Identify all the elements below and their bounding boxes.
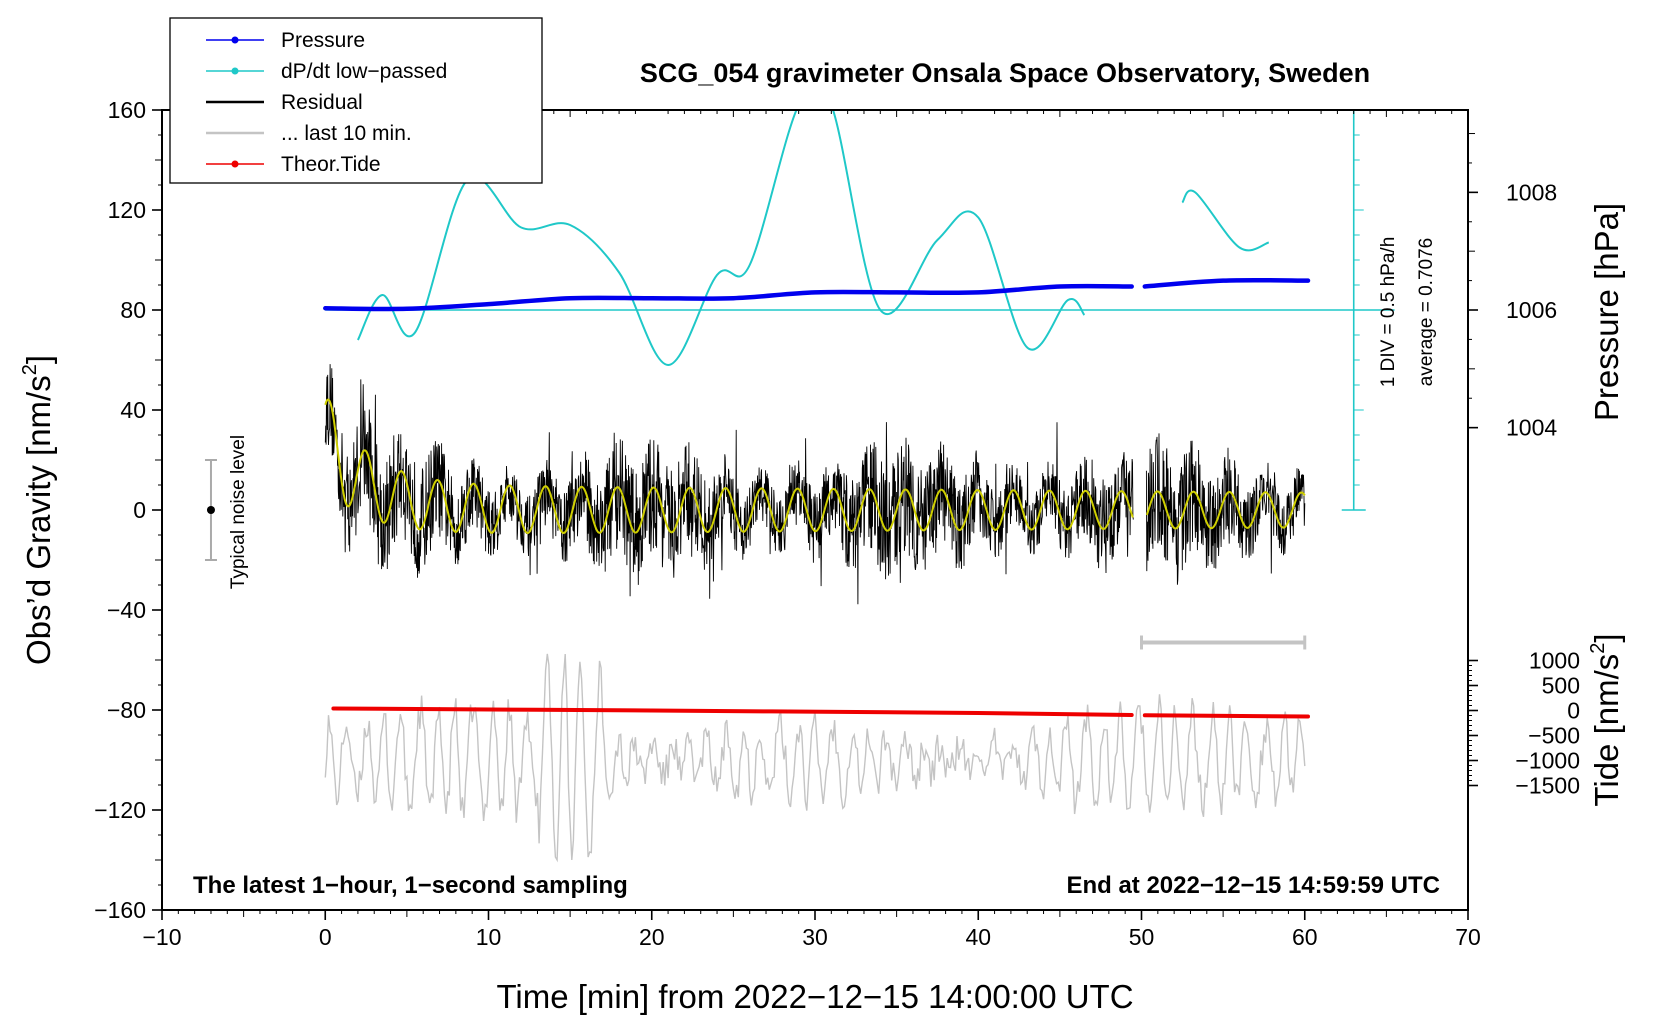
y-axis-title-tide: Tide [nm/s2] [1587,633,1625,806]
x-axis-title: Time [min] from 2022−12−15 14:00:00 UTC [496,978,1133,1015]
noise-level-label: Typical noise level [228,435,249,589]
x-tick-label: 20 [639,924,665,950]
y-tick-label: 40 [120,397,146,423]
y-tick-label: −40 [107,597,146,623]
pressure-tick-label: 1006 [1506,297,1557,323]
tide-series-line [331,706,1134,717]
y-axis-title-left-end: ] [20,355,57,364]
x-tick-label: 0 [319,924,332,950]
y-tick-label: 80 [120,297,146,323]
noise-level-marker [206,506,215,514]
dpdt-div-label: 1 DIV = 0.5 hPa/h [1378,237,1399,388]
x-tick-label: 40 [965,924,991,950]
y-axis-title-pressure: Pressure [hPa] [1588,203,1625,421]
tide-tick-label: −1000 [1515,748,1580,774]
y-tick-label: 160 [108,97,146,123]
tide-series-line [1142,713,1310,719]
legend-label: Theor.Tide [281,153,381,176]
legend-label: dP/dt low−passed [281,60,447,83]
y-tick-label: −120 [94,797,146,823]
pressure-tick-label: 1008 [1506,179,1557,205]
y-tick-label: −160 [94,897,146,923]
last10-series-line [324,653,1306,863]
pressure-series-line [1142,277,1311,289]
tide-tick-label: 500 [1542,673,1580,699]
x-tick-label: 30 [802,924,828,950]
tide-tick-label: −500 [1528,723,1580,749]
legend-marker-pressure [231,36,239,44]
legend-box [169,17,543,184]
y-axis-title-tide-main: Tide [nm/s [1588,654,1625,807]
pressure-tick-label: 1004 [1506,415,1557,441]
annotation-bottom-right: End at 2022−12−15 14:59:59 UTC [1066,872,1440,899]
dpdt-average-label: average = 0.7076 [1416,238,1437,386]
legend-marker-dpdt [231,67,239,75]
chart-title: SCG_054 gravimeter Onsala Space Observat… [640,58,1370,88]
tide-tick-label: 1000 [1529,648,1580,674]
legend-label: Residual [281,91,363,114]
y-axis-title-left: Obs’d Gravity [nm/s2] [19,355,57,665]
legend-label: ... last 10 min. [281,122,412,145]
dpdt-series-line-2 [1181,189,1270,252]
x-tick-label: −10 [142,924,181,950]
legend-marker-tide [231,160,239,168]
tide-tick-label: −1500 [1515,773,1580,799]
y-axis-title-left-sup: 2 [19,364,41,375]
y-axis-title-tide-sup: 2 [1587,643,1609,654]
x-tick-label: 50 [1129,924,1155,950]
residual-series-line [324,364,1306,605]
pressure-series-line [323,283,1134,312]
y-tick-label: −80 [107,697,146,723]
x-tick-label: 10 [476,924,502,950]
y-axis-title-left-main: Obs’d Gravity [nm/s [20,375,57,665]
tide-tick-label: 0 [1567,698,1580,724]
annotation-bottom-left: The latest 1−hour, 1−second sampling [193,872,628,899]
fit-series-line [324,398,1306,535]
x-tick-label: 70 [1455,924,1481,950]
y-tick-label: 0 [133,497,146,523]
y-axis-title-tide-end: ] [1588,633,1625,642]
legend-label: Pressure [281,29,365,52]
x-tick-label: 60 [1292,924,1318,950]
y-tick-label: 120 [108,197,146,223]
